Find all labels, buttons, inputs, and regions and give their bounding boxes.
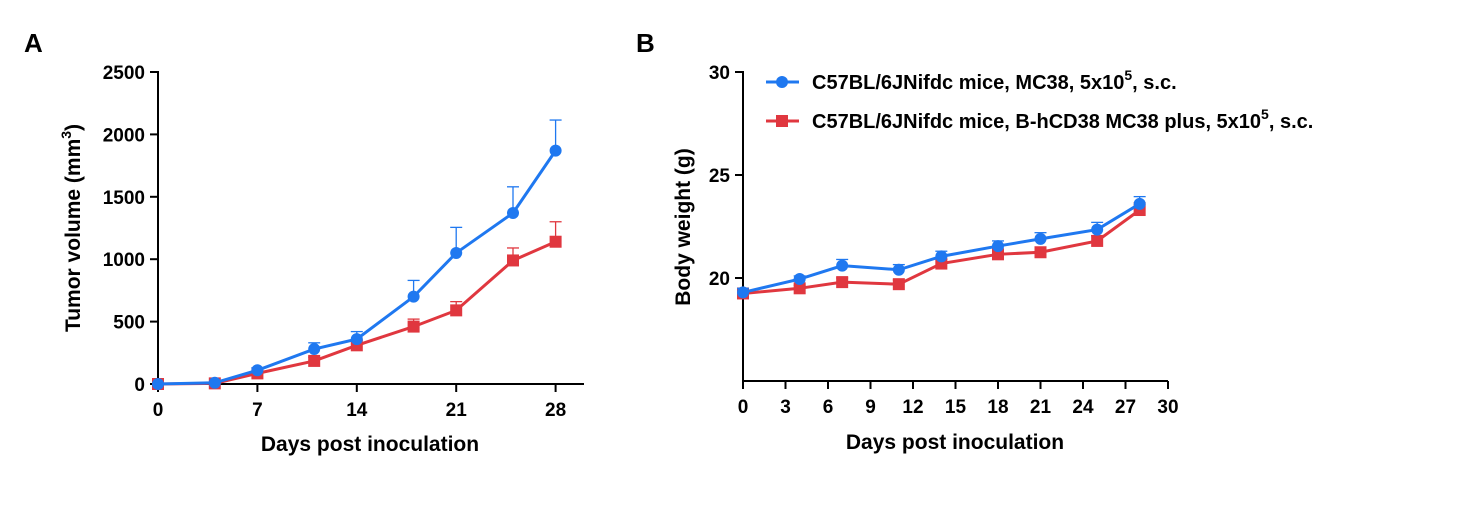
p2-s1-point (737, 286, 749, 299)
legend-label-2-main: C57BL/6JNifdc mice, B-hCD38 MC38 plus, 5… (812, 111, 1261, 133)
p2-s1-point (1133, 197, 1146, 210)
p2-x-tick-label: 27 (1115, 397, 1136, 418)
p1-y-tick-label: 0 (134, 375, 145, 396)
legend-label-2-sup: 5 (1261, 106, 1269, 122)
p2-s1-point (1034, 232, 1047, 245)
p2-s1-point (1091, 223, 1104, 236)
p2-x-tick-label: 18 (987, 397, 1008, 418)
panel-a-chart: 0 7 14 21 28 0 500 1000 1500 2000 2500 (103, 63, 584, 421)
p2-s1-point (892, 263, 905, 276)
p1-x-tick-label: 7 (252, 400, 263, 421)
p1-s1-point (152, 378, 164, 390)
legend-label-2-end: , s.c. (1269, 111, 1313, 133)
p1-s2-point (549, 235, 562, 248)
panel-a-y-axis-title-sup: 3 (58, 131, 74, 139)
p1-y-tick-label: 2500 (103, 63, 145, 84)
legend-label-2: C57BL/6JNifdc mice, B-hCD38 MC38 plus, 5… (812, 106, 1313, 133)
legend-label-1-sup: 5 (1124, 67, 1132, 83)
panel-a-y-axis-title: Tumor volume (mm3) (58, 124, 85, 332)
p2-s2-point (793, 282, 806, 295)
p2-s1-point (793, 273, 806, 286)
p2-s2-point (1034, 246, 1047, 259)
p1-s1-point (208, 376, 221, 389)
legend-item-2: C57BL/6JNifdc mice, B-hCD38 MC38 plus, 5… (766, 106, 1313, 133)
p1-s2-line (157, 240, 557, 386)
panel-b-chart: 0 3 6 9 12 15 18 21 24 27 30 20 25 30 (709, 63, 1179, 418)
p1-x-tick-label: 0 (153, 400, 164, 421)
p2-series-1 (737, 195, 1146, 299)
panel-b-letter: B (636, 28, 655, 58)
p1-y-tick-label: 1000 (103, 250, 145, 271)
p2-s2-point (1091, 234, 1104, 247)
p2-x-tick-label: 0 (738, 397, 749, 418)
p2-y-tick-label: 30 (709, 63, 730, 84)
p1-series-1 (152, 119, 562, 390)
legend-label-1: C57BL/6JNifdc mice, MC38, 5x105, s.c. (812, 67, 1177, 94)
p2-s1-point (935, 250, 948, 263)
p1-x-tick-label: 21 (446, 400, 468, 421)
p2-s2-point (892, 278, 905, 291)
p2-x-tick-label: 30 (1157, 397, 1178, 418)
legend-marker-1 (776, 76, 788, 88)
p1-y-tick-label: 500 (113, 313, 145, 334)
p1-x-tick-label: 28 (545, 400, 566, 421)
p1-s2-point (308, 354, 321, 367)
p1-x-tick-label: 14 (346, 400, 368, 421)
p2-x-tick-label: 15 (945, 397, 967, 418)
legend-label-1-main: C57BL/6JNifdc mice, MC38, 5x10 (812, 72, 1124, 94)
p2-y-tick-label: 25 (709, 166, 731, 187)
p2-x-tick-label: 3 (780, 397, 791, 418)
panel-b-x-axis-title: Days post inoculation (846, 431, 1064, 454)
p1-y-tick-label: 1500 (103, 188, 145, 209)
panel-b-y-axis-title: Body weight (g) (672, 148, 695, 305)
panel-a-letter: A (24, 28, 43, 58)
legend: C57BL/6JNifdc mice, MC38, 5x105, s.c. C5… (766, 67, 1313, 133)
panel-a-y-axis-title-end: ) (62, 124, 85, 131)
legend-marker-2 (776, 115, 788, 127)
p1-series-2 (152, 221, 562, 390)
p2-y-tick-label: 20 (709, 269, 730, 290)
p1-s1-point (350, 333, 363, 346)
p1-s1-point (450, 246, 463, 259)
p1-s2-point (407, 320, 420, 333)
panel-a-y-axis-title-main: Tumor volume (mm (62, 139, 85, 332)
p2-x-tick-label: 21 (1030, 397, 1052, 418)
p2-x-tick-label: 6 (823, 397, 834, 418)
p1-s1-point (251, 364, 264, 377)
panel-a-x-axis-title: Days post inoculation (261, 433, 479, 456)
legend-item-1: C57BL/6JNifdc mice, MC38, 5x105, s.c. (766, 67, 1177, 94)
p2-x-tick-label: 24 (1072, 397, 1094, 418)
p2-x-tick-label: 9 (865, 397, 876, 418)
p2-x-tick-label: 12 (902, 397, 923, 418)
p1-y-tick-label: 2000 (103, 125, 145, 146)
p2-s2-point (836, 276, 849, 289)
p2-s1-point (992, 240, 1004, 253)
p2-s2-point (992, 248, 1004, 261)
legend-label-1-end: , s.c. (1132, 72, 1176, 94)
p1-s1-point (407, 290, 420, 303)
p2-s1-point (836, 259, 849, 272)
p1-s2-point (450, 304, 463, 317)
p1-s1-point (549, 144, 562, 157)
p1-s1-point (308, 343, 321, 356)
p1-s1-point (507, 207, 519, 220)
p1-s2-point (507, 254, 519, 267)
